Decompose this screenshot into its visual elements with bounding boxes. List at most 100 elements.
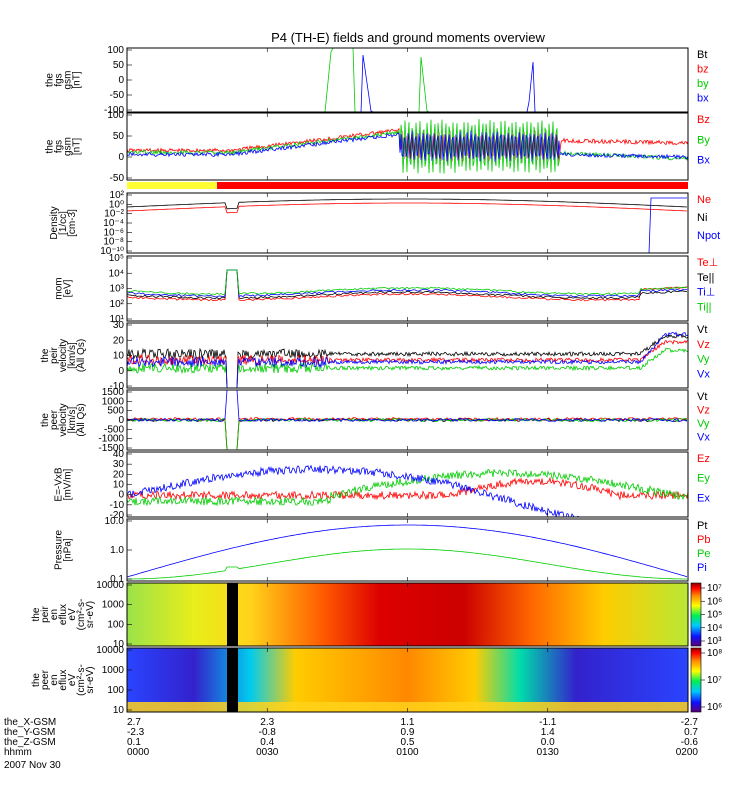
- series-line: [127, 197, 687, 254]
- y-tick-label: 10⁴: [109, 268, 124, 279]
- panel-frame: [126, 192, 689, 254]
- series-line: [127, 54, 687, 113]
- y-axis-label-line: [nT]: [72, 138, 83, 155]
- series-line: [127, 548, 687, 580]
- y-axis-label-line: the: [45, 73, 56, 87]
- legend-Te⊥: Te⊥: [697, 257, 718, 269]
- y-axis-label-line: eV: [67, 674, 78, 687]
- y-tick-label: 1.0: [110, 545, 124, 556]
- series-line: [126, 269, 688, 298]
- legend-Pe: Pe: [697, 548, 710, 560]
- colorbar-tick-label: 10⁸: [707, 648, 722, 659]
- y-tick-label: -500: [104, 424, 124, 435]
- legend-Bz: Bz: [697, 114, 710, 126]
- series-line: [127, 47, 687, 113]
- colorbar: [690, 647, 702, 713]
- figure-date: 2007 Nov 30: [4, 760, 61, 771]
- legend-Vt: Vt: [697, 324, 707, 336]
- y-tick-label: 0: [118, 490, 124, 501]
- y-axis-label: thefgsgsm[nT]: [45, 137, 83, 156]
- legend-Ez: Ez: [697, 453, 710, 465]
- series-line: [126, 202, 688, 214]
- y-axis-label-line: mom: [54, 277, 65, 299]
- spectrogram-band: [127, 702, 688, 712]
- y-axis-label-line: eV: [67, 608, 78, 621]
- y-axis-label-line: the: [40, 348, 51, 362]
- y-axis-label-line: the: [45, 139, 56, 153]
- ephemeris-value: 1.1: [401, 717, 415, 728]
- y-tick-label: -100: [104, 105, 124, 116]
- ephemeris-value: 2.7: [127, 717, 141, 728]
- y-tick-label: 10.0: [105, 516, 125, 527]
- y-axis-label: E=-VxB[mV/m]: [54, 467, 74, 502]
- y-axis-label: thefgsgsm[nT]: [45, 71, 83, 90]
- ephemeris-value: 2.3: [260, 717, 274, 728]
- y-tick-label: 30: [113, 459, 125, 470]
- legend-Bt: Bt: [697, 49, 707, 61]
- y-axis-label-line: fgs: [54, 140, 65, 153]
- y-axis-label-line: eflux: [58, 604, 69, 625]
- y-tick-label: 20: [113, 335, 125, 346]
- legend-Ex: Ex: [697, 492, 710, 504]
- y-axis-label: mom[eV]: [54, 277, 74, 299]
- ephemeris-value: 0.4: [260, 737, 274, 748]
- ephemeris-row-label: hhmm: [4, 747, 32, 758]
- mode-strip-fast: [217, 182, 688, 189]
- series-line: [126, 333, 689, 389]
- legend-bz: bz: [697, 64, 709, 76]
- ephemeris-value: -0.8: [259, 727, 277, 738]
- y-tick-label: 10²: [110, 299, 125, 310]
- y-axis-label: thepeerenefluxeV(cm²-s-sr-eV): [31, 664, 96, 696]
- series-line: [126, 269, 688, 302]
- ephemeris-value: -2.3: [127, 727, 145, 738]
- ephemeris-value: 0000: [127, 747, 150, 758]
- y-axis-label-line: (All Qs): [76, 339, 87, 372]
- y-axis-label-line: velocity: [58, 339, 69, 372]
- legend-Vz: Vz: [697, 339, 710, 351]
- y-axis-label: thepeervelocity[km/s](All Qs): [40, 403, 87, 436]
- y-axis-label-line: [eV]: [63, 279, 74, 297]
- panel-frame: [126, 255, 689, 322]
- y-axis-label-line: [nPa]: [63, 538, 74, 562]
- y-tick-label: 10⁻⁸: [103, 237, 124, 248]
- panel-frame: [126, 47, 689, 113]
- y-tick-label: 50: [113, 131, 125, 142]
- y-tick-label: 10⁻²: [104, 209, 124, 220]
- legend-by: by: [697, 78, 709, 90]
- y-axis-label-line: [mV/m]: [63, 468, 74, 500]
- ephemeris-value: 0130: [537, 747, 560, 758]
- figure-title: P4 (TH-E) fields and ground moments over…: [271, 30, 545, 45]
- ephemeris-row-label: the_X-GSM: [4, 717, 56, 728]
- spectrogram-image: [127, 648, 688, 712]
- y-tick-label: 10000: [96, 580, 124, 591]
- ephemeris-value: 0.1: [127, 737, 141, 748]
- ephemeris-value: 0.0: [541, 737, 555, 748]
- series-line: [126, 130, 689, 162]
- ephemeris-value: 0.5: [401, 737, 415, 748]
- y-tick-label: 0: [118, 415, 124, 426]
- ephemeris-value: 0200: [676, 747, 699, 758]
- y-tick-label: -10: [110, 381, 125, 392]
- series-line: [126, 417, 688, 451]
- y-tick-label: 0: [118, 75, 124, 86]
- y-tick-label: -1000: [98, 434, 124, 445]
- mode-strip-slow: [127, 182, 217, 189]
- legend-Vx: Vx: [697, 432, 710, 444]
- colorbar-tick-label: 10⁵: [707, 610, 722, 621]
- legend-Vx: Vx: [697, 368, 710, 380]
- y-tick-label: 100: [107, 45, 124, 56]
- series-line: [126, 476, 689, 501]
- y-tick-label: 10: [113, 705, 125, 716]
- y-tick-label: 1000: [102, 665, 125, 676]
- y-tick-label: 10²: [110, 190, 125, 201]
- y-tick-label: 0.1: [110, 574, 124, 585]
- series-line: [126, 269, 687, 300]
- y-tick-label: -10: [110, 500, 125, 511]
- y-tick-label: -20: [110, 510, 125, 521]
- legend-Bx: Bx: [697, 155, 710, 167]
- legend-Pb: Pb: [697, 534, 710, 546]
